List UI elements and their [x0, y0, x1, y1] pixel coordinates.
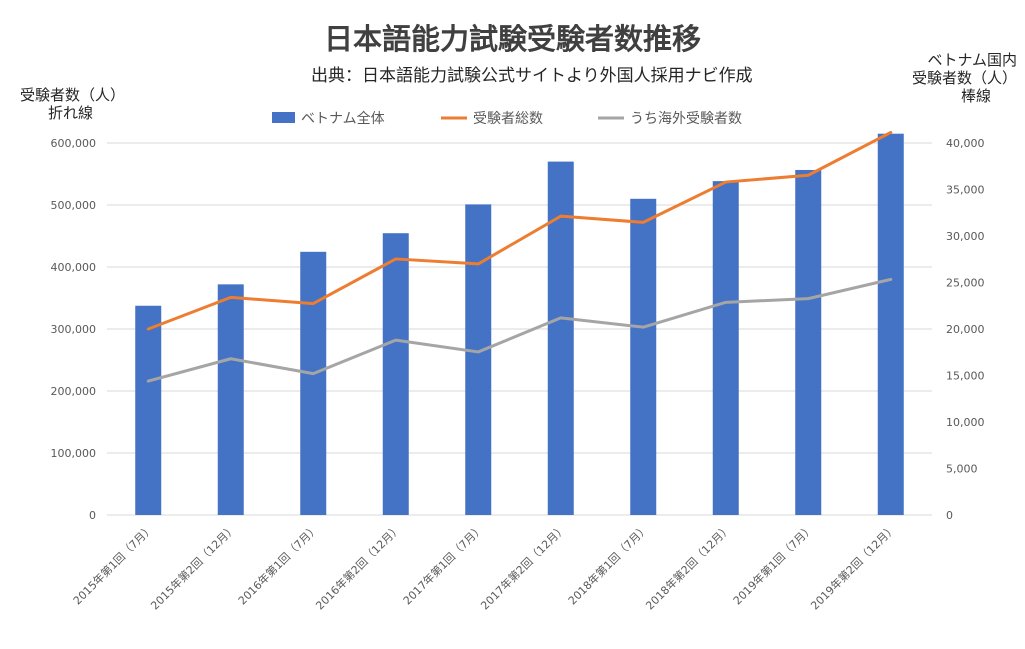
bar — [712, 181, 739, 515]
left-axis-tick-label: 300,000 — [51, 323, 97, 336]
chart-title: 日本語能力試験受験者数推移 — [323, 22, 701, 56]
x-axis-tick-label: 2018年第1回（7月） — [565, 521, 651, 607]
left-axis-tick-label: 500,000 — [51, 199, 97, 212]
right-axis-tick-label: 35,000 — [946, 184, 985, 197]
right-axis-tick-label: 30,000 — [946, 230, 985, 243]
right-axis-label-line: ベトナム国内 — [927, 51, 1017, 69]
x-axis-tick-label: 2018年第2回（12月） — [643, 521, 734, 612]
bar — [300, 251, 327, 515]
bar — [135, 305, 162, 515]
bar-series — [135, 133, 904, 516]
left-axis-tick-label: 0 — [89, 509, 96, 522]
left-axis-tick-label: 100,000 — [51, 447, 97, 460]
series-line — [146, 130, 893, 331]
x-axis-tick-label: 2019年第1回（7月） — [730, 521, 816, 607]
legend-label: ベトナム全体 — [301, 110, 385, 127]
legend-swatch — [272, 112, 295, 123]
right-axis-tick-label: 25,000 — [946, 277, 985, 290]
left-axis-tick-label: 200,000 — [51, 385, 97, 398]
left-axis-label: 受験者数（人） 折れ線 — [20, 86, 125, 122]
right-axis-tick-label: 10,000 — [946, 416, 985, 429]
right-axis-ticks: 0 5,000 10,000 15,000 20,000 25,000 30,000 35,0… — [946, 137, 985, 522]
x-axis-ticks: 2015年第1回（7月）2015年第2回（12月）2016年第1回（7月）201… — [70, 521, 899, 612]
gridlines — [107, 142, 932, 516]
bar — [877, 133, 904, 515]
bar — [382, 233, 409, 515]
right-axis-label-line: 受験者数（人） — [911, 69, 1017, 87]
line-series — [146, 130, 893, 383]
x-axis-tick-label: 2015年第1回（7月） — [70, 521, 156, 607]
bar — [465, 204, 492, 515]
right-axis-tick-label: 20,000 — [946, 323, 985, 336]
right-axis-label-line: 棒線 — [960, 87, 991, 105]
x-axis-tick-label: 2016年第1回（7月） — [235, 521, 321, 607]
legend: ベトナム全体 受験者総数 うち海外受験者数 — [272, 110, 742, 127]
right-axis-label: ベトナム国内 受験者数（人） 棒線 — [887, 51, 1017, 105]
x-axis-tick-label: 2017年第1回（7月） — [400, 521, 486, 607]
x-axis-tick-label: 2016年第2回（12月） — [313, 521, 404, 612]
left-axis-label-line: 折れ線 — [48, 104, 94, 122]
series-line — [146, 277, 893, 383]
left-axis-tick-label: 600,000 — [51, 137, 97, 150]
right-axis-tick-label: 15,000 — [946, 370, 985, 383]
chart-subtitle: 出典：日本語能力試験公式サイトより外国人採用ナビ作成 — [311, 66, 753, 86]
bar — [630, 198, 657, 516]
right-axis-tick-label: 5,000 — [946, 463, 978, 476]
bar — [547, 161, 574, 515]
x-axis-tick-label: 2015年第2回（12月） — [148, 521, 239, 612]
x-axis-tick-label: 2019年第2回（12月） — [808, 521, 899, 612]
x-axis-tick-label: 2017年第2回（12月） — [478, 521, 569, 612]
legend-label: 受験者総数 — [473, 111, 543, 127]
left-axis-label-line: 受験者数（人） — [20, 86, 126, 104]
right-axis-tick-label: 0 — [946, 509, 953, 522]
bar — [795, 169, 822, 515]
left-axis-ticks: 0 100,000 200,000 300,000 400,000 500,000 600,… — [51, 137, 97, 522]
legend-label: うち海外受験者数 — [630, 111, 742, 127]
bar — [217, 284, 244, 515]
left-axis-tick-label: 400,000 — [51, 261, 97, 274]
right-axis-tick-label: 40,000 — [946, 137, 985, 150]
